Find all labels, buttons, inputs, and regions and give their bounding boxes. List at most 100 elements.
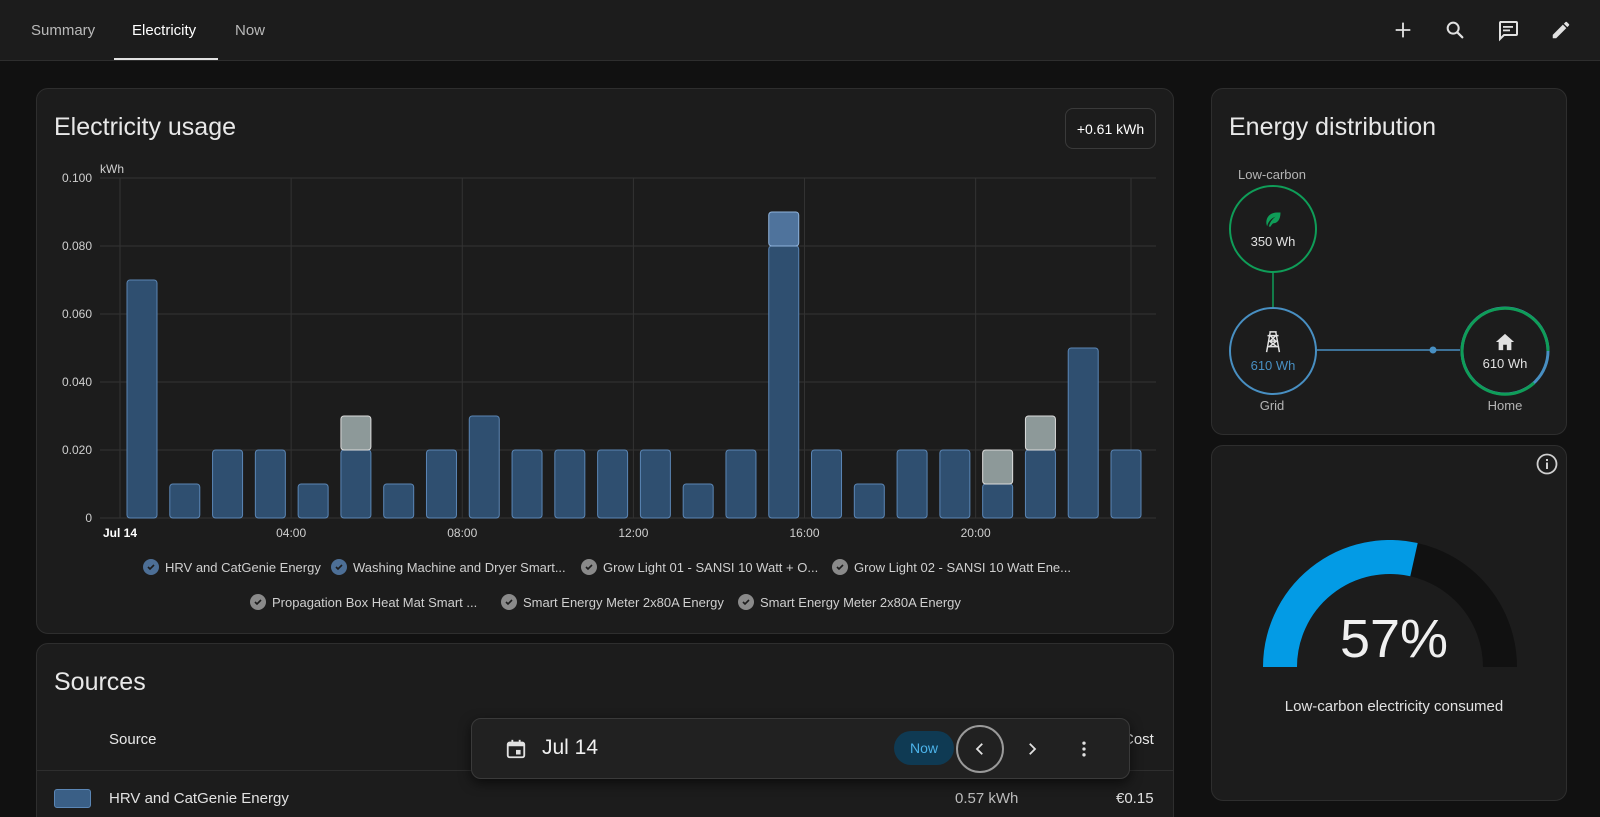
- tab-summary[interactable]: Summary: [31, 22, 96, 39]
- grid-label: Grid: [1259, 398, 1285, 413]
- leaf-icon: [1266, 212, 1281, 227]
- more-vert-icon[interactable]: [1070, 735, 1098, 763]
- y-tick-label: 0.060: [62, 307, 92, 321]
- check-circle-icon: [331, 559, 347, 575]
- source-energy: 0.57 kWh: [955, 790, 1019, 807]
- legend-label: Grow Light 01 - SANSI 10 Watt + O...: [603, 559, 819, 575]
- y-tick-label: 0.100: [62, 171, 92, 185]
- legend-item-0[interactable]: HRV and CatGenie Energy: [143, 559, 321, 575]
- low-carbon-label: Low-carbon: [1238, 167, 1306, 182]
- tab-now[interactable]: Now: [235, 22, 266, 39]
- source-color-swatch: [54, 789, 91, 808]
- transmission-tower-icon: [1265, 330, 1281, 352]
- x-tick-label: 04:00: [276, 526, 306, 540]
- selected-date[interactable]: Jul 14: [542, 736, 599, 759]
- home-icon: [1495, 333, 1515, 350]
- check-circle-icon: [501, 594, 517, 610]
- bar-14-series-0: [725, 449, 757, 519]
- y-tick-label: 0.020: [62, 443, 92, 457]
- bar-21-series-2: [1024, 415, 1056, 451]
- home-value: 610 Wh: [1482, 355, 1528, 371]
- legend-label: Smart Energy Meter 2x80A Energy: [760, 594, 961, 610]
- legend-item-4[interactable]: Propagation Box Heat Mat Smart ...: [250, 594, 477, 610]
- bar-20-series-0: [982, 483, 1014, 519]
- check-circle-icon: [581, 559, 597, 575]
- search-icon[interactable]: [1441, 16, 1469, 44]
- chevron-right-icon: [1029, 743, 1037, 755]
- bar-3-series-0: [254, 449, 286, 519]
- gauge-value: 57%: [1339, 609, 1449, 669]
- chevron-left-icon: [975, 743, 983, 755]
- bar-19-series-0: [939, 449, 971, 519]
- bar-2-series-0: [212, 449, 244, 519]
- x-tick-label: 12:00: [618, 526, 648, 540]
- bar-9-series-0: [511, 449, 543, 519]
- bar-18-series-0: [896, 449, 928, 519]
- gauge-fill: [1263, 540, 1418, 668]
- x-tick-label: 20:00: [961, 526, 991, 540]
- bar-21-series-0: [1024, 449, 1056, 519]
- pencil-icon[interactable]: [1547, 16, 1575, 44]
- legend-item-5[interactable]: Smart Energy Meter 2x80A Energy: [501, 594, 724, 610]
- gauge-arc: [1263, 540, 1517, 668]
- bar-11-series-0: [597, 449, 629, 519]
- usage-card-title: Electricity usage: [54, 113, 237, 141]
- bar-15-series-1: [768, 211, 800, 247]
- bar-10-series-0: [554, 449, 586, 519]
- x-tick-label: 08:00: [447, 526, 477, 540]
- electricity-usage-card: [36, 88, 1174, 634]
- y-tick-label: 0.040: [62, 375, 92, 389]
- bar-0-series-0: [126, 279, 158, 519]
- bar-22-series-0: [1067, 347, 1099, 519]
- bar-17-series-0: [853, 483, 885, 519]
- legend-label: HRV and CatGenie Energy: [165, 559, 321, 575]
- legend-item-2[interactable]: Grow Light 01 - SANSI 10 Watt + O...: [581, 559, 818, 575]
- bar-23-series-0: [1110, 449, 1142, 519]
- tab-electricity[interactable]: Electricity: [132, 22, 197, 39]
- now-button[interactable]: Now: [894, 731, 954, 765]
- bar-12-series-0: [639, 449, 671, 519]
- low-carbon-value: 350 Wh: [1250, 233, 1296, 249]
- plus-icon[interactable]: [1389, 16, 1417, 44]
- check-circle-icon: [143, 559, 159, 575]
- home-node[interactable]: 610 Wh: [1461, 307, 1549, 395]
- bar-6-series-0: [383, 483, 415, 519]
- legend-label: Grow Light 02 - SANSI 10 Watt Ene...: [854, 559, 1072, 575]
- legend-item-1[interactable]: Washing Machine and Dryer Smart...: [331, 559, 566, 575]
- check-circle-icon: [832, 559, 848, 575]
- total-usage-badge[interactable]: +0.61 kWh: [1065, 108, 1156, 149]
- cost-column-header: Cost: [1123, 731, 1154, 748]
- distribution-lines: [1272, 272, 1460, 354]
- gauge-label: Low-carbon electricity consumed: [1284, 698, 1504, 715]
- calendar-icon[interactable]: [502, 735, 530, 763]
- legend-label: Washing Machine and Dryer Smart...: [353, 559, 566, 575]
- bar-8-series-0: [468, 415, 500, 519]
- x-tick-label: Jul 14: [103, 526, 137, 540]
- legend-label: Propagation Box Heat Mat Smart ...: [272, 594, 478, 610]
- bar-15-series-0: [768, 245, 800, 519]
- legend-item-6[interactable]: Smart Energy Meter 2x80A Energy: [738, 594, 961, 610]
- bar-20-series-2: [982, 449, 1014, 485]
- grid-node[interactable]: 610 Wh: [1229, 307, 1317, 395]
- distribution-title: Energy distribution: [1229, 113, 1437, 141]
- bar-13-series-0: [682, 483, 714, 519]
- bar-7-series-0: [425, 449, 457, 519]
- x-tick-label: 16:00: [790, 526, 820, 540]
- home-node-ring: [1460, 306, 1550, 396]
- top-app-bar: Summary Electricity Now: [0, 0, 1600, 61]
- info-icon[interactable]: [1535, 452, 1559, 476]
- source-name: HRV and CatGenie Energy: [109, 790, 289, 807]
- bar-5-series-2: [340, 415, 372, 451]
- y-tick-label: 0: [85, 511, 92, 525]
- grid-value: 610 Wh: [1250, 357, 1296, 373]
- usage-bar-chart: 0.100 0.080 0.060 0.040 0.020 0 kWh Jul 14 04:00…: [62, 162, 1156, 540]
- date-picker-bar: Jul 14 Now: [471, 718, 1130, 779]
- sources-title: Sources: [54, 668, 146, 696]
- bar-1-series-0: [169, 483, 201, 519]
- legend-item-3[interactable]: Grow Light 02 - SANSI 10 Watt Ene...: [832, 559, 1071, 575]
- low-carbon-node[interactable]: 350 Wh: [1229, 185, 1317, 273]
- previous-button[interactable]: [956, 725, 1004, 773]
- bar-5-series-0: [340, 449, 372, 519]
- chat-icon[interactable]: [1494, 16, 1522, 44]
- next-button[interactable]: [1018, 735, 1046, 763]
